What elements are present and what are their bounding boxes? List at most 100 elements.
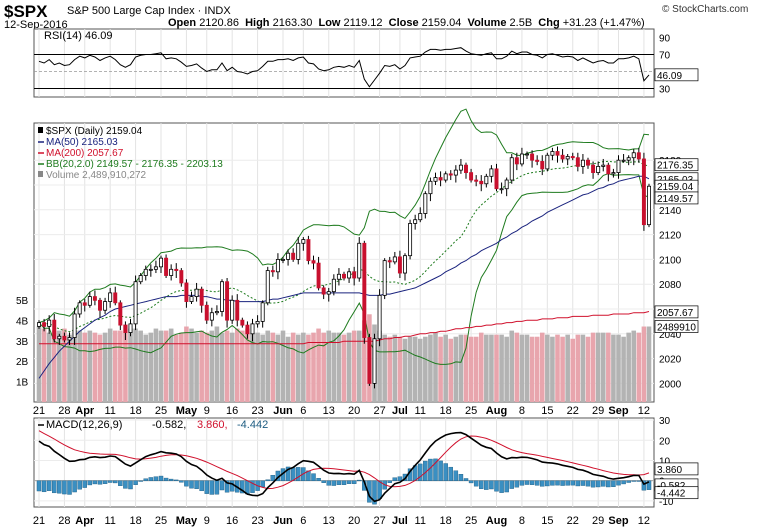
price-candle [148, 268, 153, 271]
price-candle [331, 278, 336, 293]
macd-histogram-bar [545, 480, 550, 487]
macd-histogram-bar [204, 480, 209, 494]
volume-bar [194, 332, 199, 402]
macd-histogram-bar [433, 458, 438, 481]
macd-histogram-bar [41, 480, 47, 493]
x-tick-label: 25 [465, 515, 477, 527]
volume-bar [87, 330, 93, 402]
x-tick-label: 28 [58, 515, 70, 527]
x-tick-label: May [176, 515, 198, 527]
macd-histogram-bar [595, 480, 601, 488]
price-candle [235, 299, 240, 321]
volume-bar [545, 334, 550, 402]
price-candle [214, 311, 219, 314]
macd-histogram-bar [357, 479, 362, 482]
macd-histogram-bar [92, 480, 98, 485]
volume-bar [473, 336, 479, 402]
volume-bar [484, 334, 489, 402]
price-candle [560, 154, 565, 160]
volume-bar [265, 330, 271, 402]
price-candle [42, 322, 47, 327]
macd-histogram-bar [87, 480, 93, 486]
volume-bar [646, 326, 652, 402]
price-candle [362, 242, 367, 338]
macd-histogram-bar [148, 477, 154, 481]
macd-histogram-bar [489, 480, 494, 490]
volume-bar [514, 332, 520, 402]
ma200-line [39, 311, 650, 345]
volume-bar [539, 332, 545, 402]
macd-histogram-bar [214, 480, 220, 495]
price-candle [72, 313, 77, 338]
volume-bar [346, 332, 352, 402]
macd-histogram-bar [260, 480, 265, 488]
macd-histogram-bar [270, 475, 276, 481]
volume-bar [402, 338, 408, 402]
price-candle [92, 296, 97, 301]
macd-histogram-bar [468, 480, 474, 484]
price-candle [204, 304, 209, 321]
volume-bar [438, 336, 443, 402]
macd-histogram-bar [606, 480, 611, 488]
volume-bar [143, 334, 149, 402]
volume-bar [77, 330, 82, 402]
price-candle [143, 268, 148, 276]
macd-histogram-bar [479, 480, 484, 489]
x-tick-label: 22 [567, 515, 579, 527]
price-candle [275, 258, 280, 273]
price-candle [67, 337, 72, 341]
price-candle [616, 159, 621, 173]
macd-histogram-bar [158, 475, 164, 481]
volume-y-tick: 5B [16, 296, 29, 307]
price-candle [382, 260, 387, 296]
price-candle [403, 255, 407, 274]
volume-bar [341, 334, 347, 402]
stockcharts-logo: © StockCharts.com [662, 4, 749, 15]
macd-histogram-bar [438, 460, 443, 481]
macd-histogram-bar [631, 480, 636, 482]
x-tick-label: 18 [129, 405, 141, 417]
price-candle [423, 193, 428, 214]
chg-label: Chg [538, 17, 560, 29]
price-candle [87, 296, 92, 306]
price-candle [128, 323, 133, 333]
macd-histogram-bar [36, 480, 42, 492]
rsi-last-tag-box [654, 68, 699, 82]
volume-bar [133, 328, 138, 402]
price-candle [184, 282, 189, 302]
x-tick-label: 11 [415, 515, 426, 527]
macd-histogram-bar [575, 480, 581, 487]
high-label: High [245, 17, 270, 29]
macd-histogram-bar [82, 480, 87, 488]
volume-bar [184, 326, 189, 402]
x-tick-label: 25 [155, 405, 167, 417]
volume-bar [534, 336, 540, 402]
price-y-tick: 2000 [659, 379, 682, 390]
price-candle [464, 164, 468, 174]
macd-legend-hist: -4.442 [237, 419, 268, 431]
volume-bar [519, 334, 525, 402]
volume-bar [107, 328, 113, 402]
price-candle [545, 154, 550, 170]
price-candle [514, 157, 519, 165]
volume-bar [57, 330, 62, 402]
volume-bar [560, 336, 565, 402]
price-candle [250, 323, 255, 335]
macd-hist-tag-box [654, 486, 699, 500]
macd-legend-name: MACD(12,26,9) [46, 419, 122, 431]
macd-histogram-bar [174, 479, 179, 481]
macd-histogram-bar [153, 476, 159, 481]
price-candle [174, 268, 179, 271]
volume-bar [499, 334, 504, 402]
macd-histogram-bar [107, 480, 113, 483]
x-tick-label: 16 [226, 405, 238, 417]
price-candle [347, 271, 352, 279]
price-candle [525, 153, 529, 156]
rsi-y-tick: 90 [659, 34, 671, 45]
volume-bar [509, 330, 515, 402]
price-legend-item: $SPX (Daily) 2159.04 [46, 126, 143, 137]
volume-bar [306, 334, 311, 402]
macd-legend-signal: 3.860, [197, 419, 228, 431]
macd-histogram-bar [326, 480, 331, 486]
x-tick-label: Jul [392, 515, 408, 527]
